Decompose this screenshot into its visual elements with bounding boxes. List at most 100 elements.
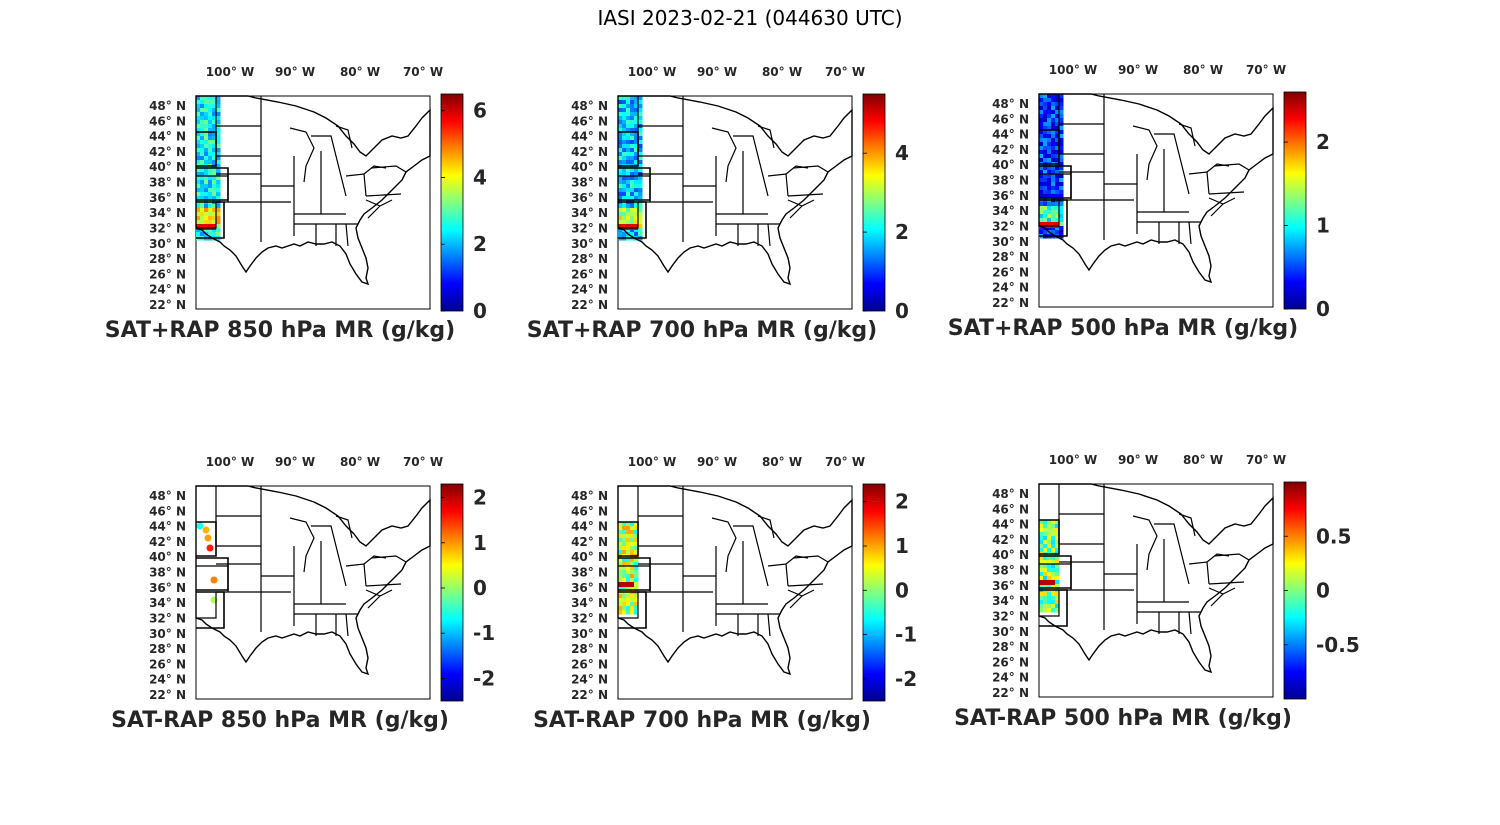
data-cell [1051, 130, 1056, 135]
state-boundary [792, 555, 829, 563]
lat-tick-label: 46° N [992, 112, 1029, 126]
state-boundary [1132, 515, 1158, 571]
colorbar [862, 93, 886, 312]
data-cell [618, 116, 623, 121]
data-cell [634, 582, 639, 587]
data-cell [622, 136, 627, 141]
data-cell [1059, 182, 1064, 187]
state-boundary [787, 583, 824, 587]
data-cell [1055, 110, 1060, 115]
data-cell [626, 228, 631, 233]
data-cell [216, 232, 221, 237]
data-cell [1039, 230, 1044, 235]
map-panel: 100° W 90° W 80° W 70° W 48° N 46° N 44° N 42° … [90, 60, 487, 360]
data-cell [200, 96, 205, 101]
data-cell [1059, 190, 1064, 195]
data-cell [204, 96, 209, 101]
data-cell [622, 546, 627, 551]
data-cell [626, 180, 631, 185]
data-cell [1059, 174, 1064, 179]
data-cell [204, 172, 209, 177]
lat-tick-label: 30° N [149, 237, 186, 251]
data-cell [200, 172, 205, 177]
data-cell [1051, 600, 1056, 605]
colorbar-tick-label: -1 [473, 621, 495, 645]
map-panel: 100° W 90° W 80° W 70° W 48° N 46° N 44° N 42° … [90, 450, 495, 750]
data-cell [618, 220, 623, 225]
data-cell [1051, 226, 1056, 231]
data-cell [1039, 158, 1044, 163]
data-cell [630, 212, 635, 217]
data-cell [208, 196, 213, 201]
data-cell [1043, 576, 1048, 581]
data-cell [196, 208, 201, 213]
data-cell [196, 148, 201, 153]
state-boundary [1039, 200, 1060, 227]
data-cell [1047, 556, 1052, 561]
data-cell [1043, 206, 1048, 211]
data-cell [212, 104, 217, 109]
data-cell [196, 196, 201, 201]
data-cell [626, 598, 631, 603]
data-cell [216, 140, 221, 145]
data-cell [622, 160, 627, 165]
data-cell [1047, 572, 1052, 577]
data-cell [216, 188, 221, 193]
data-cell [630, 208, 635, 213]
data-cell [204, 196, 209, 201]
data-cell [630, 156, 635, 161]
lon-tick-label: 70° W [403, 65, 443, 79]
data-cell [618, 598, 623, 603]
data-cell [1047, 174, 1052, 179]
data-cell [204, 104, 209, 109]
data-cell [216, 228, 221, 233]
data-cell [1051, 122, 1056, 127]
data-cell [630, 120, 635, 125]
data-cell [1055, 528, 1060, 533]
data-swath [1039, 520, 1060, 613]
data-cell [200, 168, 205, 173]
data-cell [618, 602, 623, 607]
data-cell [208, 216, 213, 221]
data-cell [208, 180, 213, 185]
lat-tick-label: 46° N [992, 502, 1029, 516]
data-cell [630, 228, 635, 233]
data-cell [622, 152, 627, 157]
data-cell [1055, 182, 1060, 187]
state-boundary [196, 202, 217, 229]
lat-tick-label: 38° N [992, 564, 1029, 578]
data-cell [1043, 130, 1048, 135]
data-cell [622, 216, 627, 221]
data-cell [1043, 202, 1048, 207]
data-cell [196, 100, 201, 105]
colorbar-tick-label: 0 [895, 578, 909, 602]
data-cell [630, 172, 635, 177]
data-cell [1047, 158, 1052, 163]
lat-tick-label: 48° N [571, 99, 608, 113]
data-cell [1051, 170, 1056, 175]
data-cell [1055, 544, 1060, 549]
data-cell [1047, 94, 1052, 99]
state-boundary [345, 613, 349, 637]
lat-tick-label: 22° N [992, 686, 1029, 700]
data-cell [1043, 122, 1048, 127]
data-cell [634, 534, 639, 539]
data-cell [1039, 182, 1044, 187]
data-cell [1059, 98, 1064, 103]
data-cell [622, 104, 627, 109]
colorbar-tick-label: 2 [895, 220, 909, 244]
state-boundary [370, 165, 407, 173]
data-cell [626, 530, 631, 535]
data-cell [634, 192, 639, 197]
lat-tick-label: 30° N [992, 625, 1029, 639]
data-cell [212, 100, 217, 105]
lat-tick-label: 34° N [992, 594, 1029, 608]
data-cell [1039, 596, 1044, 601]
data-cell [634, 96, 639, 101]
data-cell [630, 578, 635, 583]
colorbar [1283, 91, 1307, 310]
data-cell [626, 144, 631, 149]
data-cell [1043, 166, 1048, 171]
data-cell [618, 192, 623, 197]
data-cell [200, 220, 205, 225]
